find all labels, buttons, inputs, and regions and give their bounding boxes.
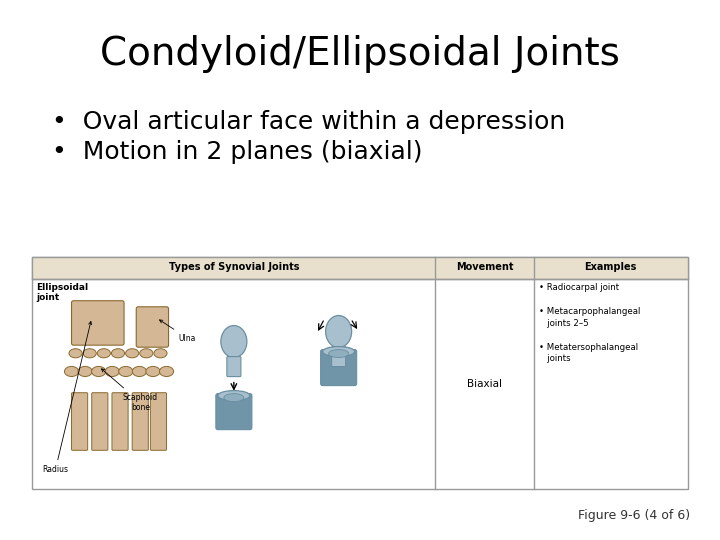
Ellipse shape	[83, 349, 96, 358]
FancyBboxPatch shape	[320, 349, 356, 386]
Bar	[32, 256, 688, 279]
FancyBboxPatch shape	[216, 394, 252, 430]
Ellipse shape	[132, 367, 146, 376]
Bar	[32, 256, 688, 489]
FancyBboxPatch shape	[150, 393, 166, 450]
Text: Radius: Radius	[42, 321, 91, 474]
Ellipse shape	[112, 349, 125, 358]
Text: •  Motion in 2 planes (biaxial): • Motion in 2 planes (biaxial)	[52, 140, 423, 164]
Text: •  Oval articular face within a depression: • Oval articular face within a depressio…	[52, 110, 565, 134]
Text: Condyloid/Ellipsoidal Joints: Condyloid/Ellipsoidal Joints	[100, 35, 620, 73]
Text: Ulna: Ulna	[160, 320, 196, 342]
Ellipse shape	[154, 349, 167, 358]
FancyBboxPatch shape	[136, 307, 168, 347]
Text: Figure 9-6 (4 of 6): Figure 9-6 (4 of 6)	[578, 509, 690, 522]
Text: Types of Synovial Joints: Types of Synovial Joints	[168, 262, 299, 273]
Ellipse shape	[105, 367, 120, 376]
Ellipse shape	[224, 394, 244, 402]
Text: Biaxial: Biaxial	[467, 379, 502, 389]
Ellipse shape	[325, 315, 351, 348]
Text: Examples: Examples	[585, 262, 636, 273]
Ellipse shape	[125, 349, 139, 358]
Text: • Radiocarpal joint

• Metacarpophalangeal
   joints 2–5

• Metatersophalangeal
: • Radiocarpal joint • Metacarpophalangea…	[539, 284, 640, 363]
Text: Ellipsoidal
joint: Ellipsoidal joint	[37, 282, 89, 302]
FancyBboxPatch shape	[132, 393, 148, 450]
Ellipse shape	[91, 367, 106, 376]
FancyBboxPatch shape	[71, 301, 124, 345]
FancyBboxPatch shape	[112, 393, 128, 450]
Text: Scaphoid
bone: Scaphoid bone	[102, 369, 158, 412]
Ellipse shape	[323, 347, 355, 356]
Ellipse shape	[146, 367, 160, 376]
Ellipse shape	[140, 349, 153, 358]
Ellipse shape	[64, 367, 78, 376]
FancyBboxPatch shape	[91, 393, 108, 450]
Ellipse shape	[159, 367, 174, 376]
Ellipse shape	[328, 349, 348, 357]
FancyBboxPatch shape	[332, 347, 346, 367]
Text: Movement: Movement	[456, 262, 513, 273]
FancyBboxPatch shape	[227, 356, 241, 376]
Ellipse shape	[218, 390, 250, 401]
Ellipse shape	[78, 367, 92, 376]
Ellipse shape	[119, 367, 133, 376]
Ellipse shape	[97, 349, 110, 358]
Ellipse shape	[221, 326, 247, 357]
FancyBboxPatch shape	[71, 393, 88, 450]
Ellipse shape	[69, 349, 82, 358]
